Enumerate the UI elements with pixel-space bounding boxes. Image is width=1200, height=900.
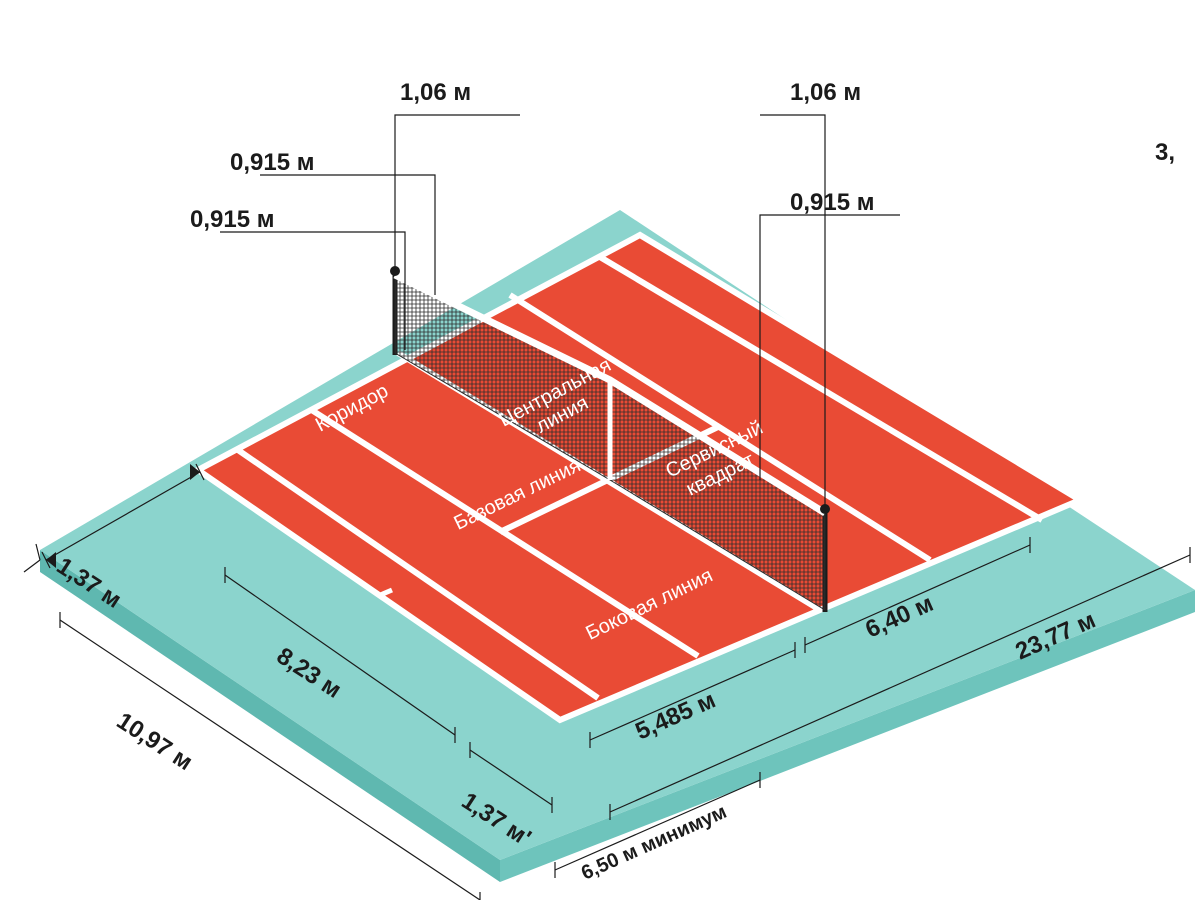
dim-net-post-left: 1,06 м xyxy=(400,79,471,106)
dim-partial-right: 3, xyxy=(1155,139,1175,166)
dim-doubles-width: 10,97 м xyxy=(112,707,198,776)
dim-net-side-strap: 0,915 м xyxy=(190,206,274,233)
dim-net-post-right: 1,06 м xyxy=(790,79,861,106)
dim-net-center-left: 0,915 м xyxy=(230,149,314,176)
dim-net-center-right: 0,915 м xyxy=(790,189,874,216)
tennis-court-diagram: Коридор Центральная линия Базовая линия … xyxy=(0,0,1200,900)
